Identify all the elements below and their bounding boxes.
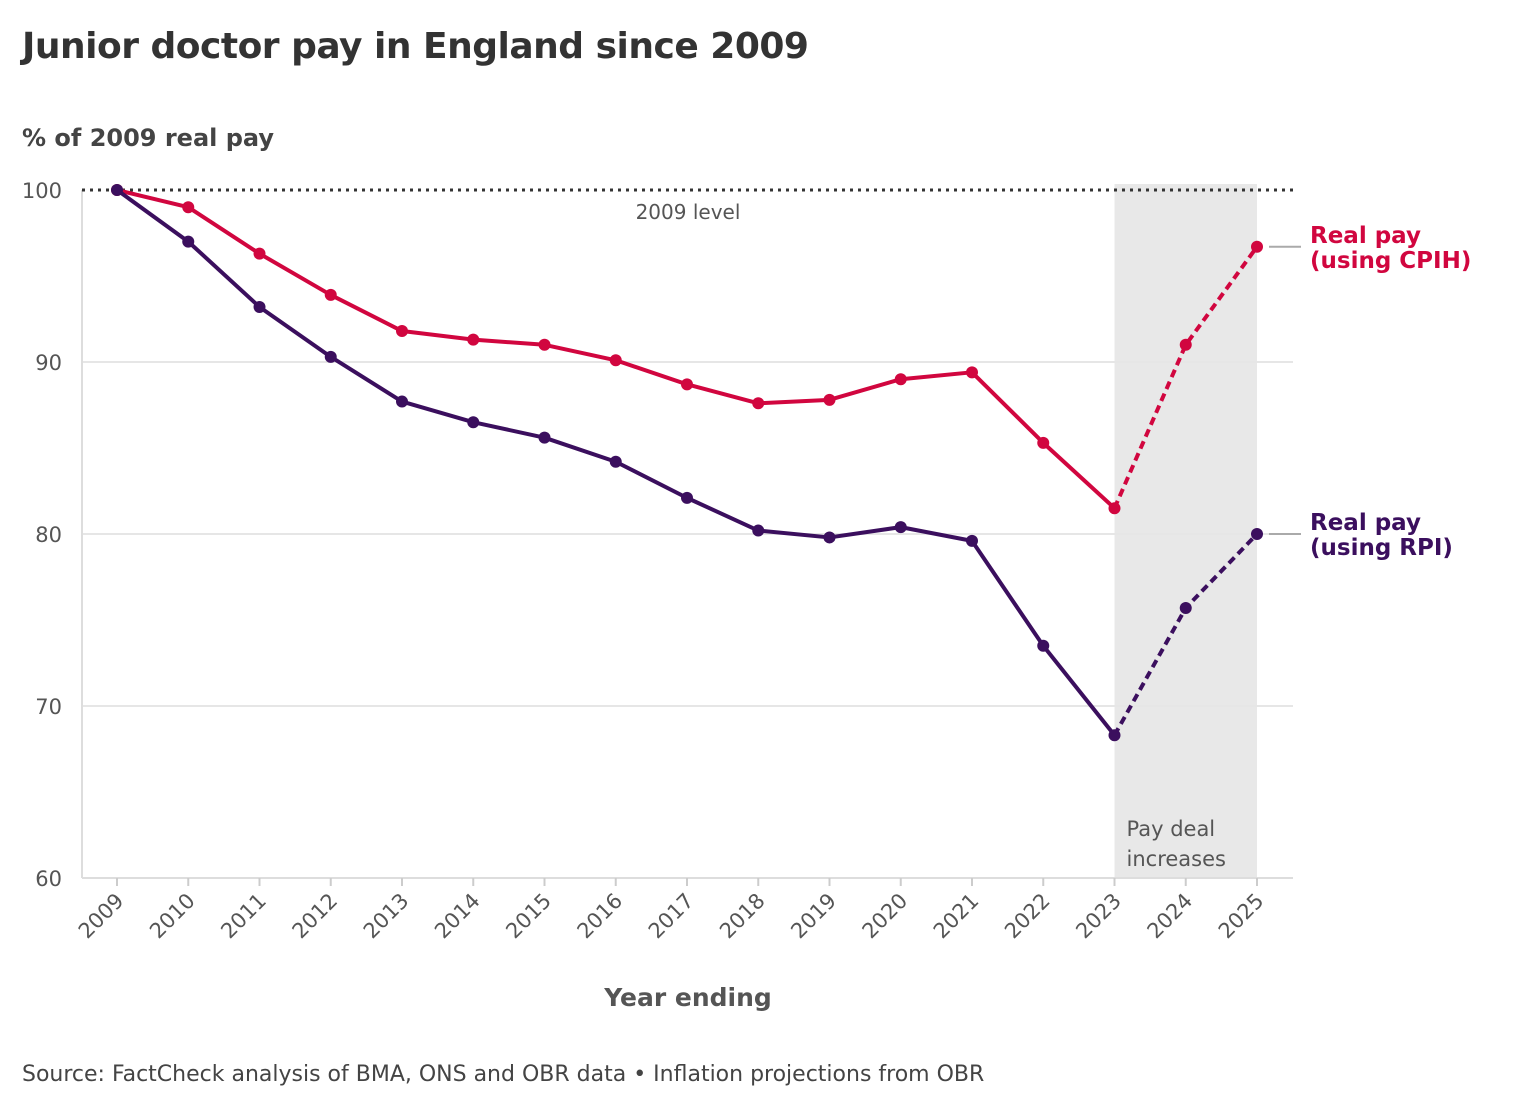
data-point bbox=[467, 333, 480, 346]
data-point bbox=[823, 393, 836, 406]
data-point bbox=[538, 431, 551, 444]
data-point bbox=[681, 491, 693, 504]
data-point bbox=[253, 300, 266, 313]
data-point bbox=[1108, 729, 1121, 742]
chart-title: Junior doctor pay in England since 2009 bbox=[22, 26, 809, 67]
y-tick-label: 80 bbox=[35, 523, 62, 547]
data-point bbox=[752, 397, 765, 410]
data-point bbox=[966, 534, 978, 547]
data-point bbox=[324, 350, 337, 363]
series-label: Real pay bbox=[1310, 223, 1421, 249]
series-label: (using CPIH) bbox=[1310, 248, 1471, 274]
shaded-region bbox=[1114, 184, 1257, 878]
x-tick-label: 2010 bbox=[145, 889, 200, 944]
y-axis-label: % of 2009 real pay bbox=[22, 124, 275, 152]
data-point bbox=[182, 235, 195, 248]
x-tick-label: 2014 bbox=[430, 889, 485, 944]
x-tick-label: 2023 bbox=[1071, 889, 1126, 944]
data-point bbox=[1108, 502, 1121, 515]
x-tick-label: 2018 bbox=[715, 889, 770, 944]
data-point bbox=[823, 531, 836, 544]
data-point bbox=[609, 354, 622, 367]
data-point bbox=[1251, 240, 1263, 253]
x-tick-label: 2020 bbox=[858, 889, 913, 944]
data-point bbox=[966, 366, 978, 379]
y-tick-label: 100 bbox=[22, 179, 62, 203]
x-tick-label: 2013 bbox=[359, 889, 414, 944]
x-tick-label: 2021 bbox=[929, 889, 984, 944]
x-tick-label: 2017 bbox=[644, 889, 699, 944]
x-tick-label: 2025 bbox=[1214, 889, 1269, 944]
x-axis-label: Year ending bbox=[603, 983, 772, 1012]
y-tick-label: 90 bbox=[35, 351, 62, 375]
series-line-projected bbox=[1112, 245, 1259, 509]
data-point bbox=[1037, 436, 1050, 449]
shaded-region-label: increases bbox=[1127, 847, 1226, 871]
source-note: Source: FactCheck analysis of BMA, ONS a… bbox=[22, 1062, 985, 1087]
x-tick-label: 2009 bbox=[74, 889, 129, 944]
data-point bbox=[1179, 338, 1192, 351]
series-label: (using RPI) bbox=[1310, 535, 1453, 561]
y-tick-label: 70 bbox=[35, 695, 62, 719]
series-label: Real pay bbox=[1310, 510, 1421, 536]
data-point bbox=[1179, 601, 1192, 614]
data-point bbox=[1251, 528, 1263, 540]
reference-line-label: 2009 level bbox=[636, 200, 741, 224]
y-tick-label: 60 bbox=[35, 867, 62, 891]
x-tick-label: 2012 bbox=[288, 889, 343, 944]
x-tick-label: 2022 bbox=[1000, 889, 1055, 944]
data-point bbox=[1037, 639, 1050, 652]
data-point bbox=[467, 416, 480, 429]
data-point bbox=[538, 338, 551, 351]
data-point bbox=[609, 455, 622, 468]
x-tick-label: 2016 bbox=[573, 889, 628, 944]
data-point bbox=[396, 395, 408, 408]
data-point bbox=[111, 184, 123, 196]
data-point bbox=[681, 378, 693, 391]
data-point bbox=[752, 524, 765, 537]
x-tick-label: 2019 bbox=[786, 889, 841, 944]
data-point bbox=[894, 521, 907, 534]
x-tick-label: 2011 bbox=[216, 889, 271, 944]
data-point bbox=[396, 325, 408, 338]
data-point bbox=[894, 373, 907, 386]
x-tick-label: 2024 bbox=[1143, 889, 1198, 944]
data-point bbox=[253, 247, 266, 260]
shaded-region-label: Pay deal bbox=[1127, 817, 1216, 841]
data-point bbox=[182, 201, 195, 214]
x-tick-label: 2015 bbox=[501, 889, 556, 944]
data-point bbox=[324, 288, 337, 301]
